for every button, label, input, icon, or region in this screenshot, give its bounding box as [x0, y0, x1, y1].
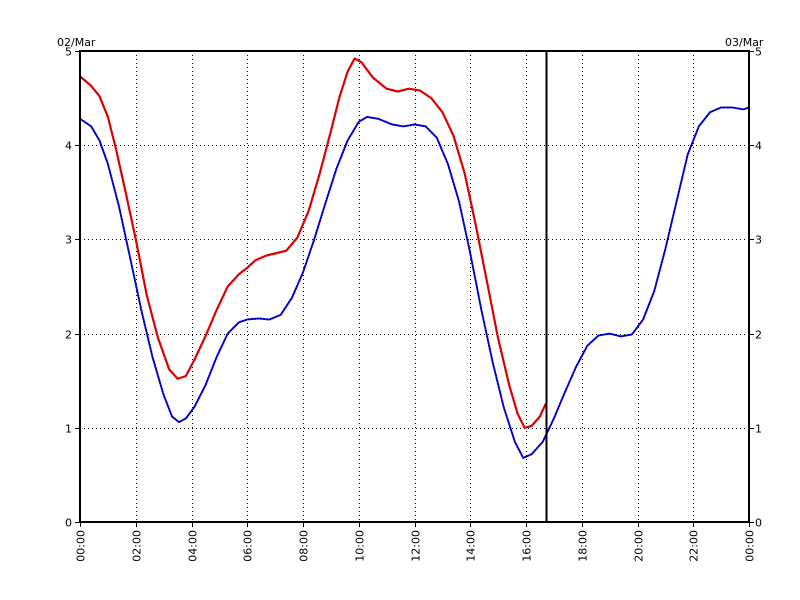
plot-frame: [79, 50, 750, 523]
series-line-red: [78, 57, 547, 429]
series-layer: [78, 57, 750, 459]
y-tick-label-left: 5: [65, 46, 72, 59]
x-tick-label: 00:00: [75, 530, 88, 562]
tick-layer: 00:00 02:00 04:00 06:00 08:00 10:00 12:00 14:00…: [65, 46, 762, 562]
x-tick-label: 04:00: [187, 530, 200, 562]
x-tick-label: 02:00: [131, 530, 144, 562]
date-label-left: 02/Mar: [57, 36, 96, 49]
y-tick-label-left: 3: [65, 234, 72, 247]
x-tick-label: 12:00: [410, 530, 423, 562]
y-tick-label-right: 0: [755, 517, 762, 530]
date-label-right: 03/Mar: [725, 36, 764, 49]
x-tick-label: 10:00: [354, 530, 367, 562]
y-tick-label-left: 2: [65, 329, 72, 342]
x-tick-label: 08:00: [298, 530, 311, 562]
x-tick-label: 06:00: [242, 530, 255, 562]
y-tick-label-right: 1: [755, 423, 762, 436]
y-tick-label-left: 1: [65, 423, 72, 436]
series-line-blue: [79, 106, 750, 459]
y-tick-label-left: 0: [65, 517, 72, 530]
x-tick-label: 20:00: [633, 530, 646, 562]
y-tick-label-right: 3: [755, 234, 762, 247]
y-tick-label-right: 2: [755, 329, 762, 342]
x-tick-label: 18:00: [577, 530, 590, 562]
x-tick-label: 16:00: [521, 530, 534, 562]
y-tick-label-left: 4: [65, 140, 72, 153]
y-tick-label-right: 4: [755, 140, 762, 153]
grid-layer: [80, 51, 749, 522]
x-tick-label: 14:00: [465, 530, 478, 562]
x-tick-label: 22:00: [688, 530, 701, 562]
y-tick-label-right: 5: [755, 46, 762, 59]
x-tick-label: 00:00: [744, 530, 757, 562]
